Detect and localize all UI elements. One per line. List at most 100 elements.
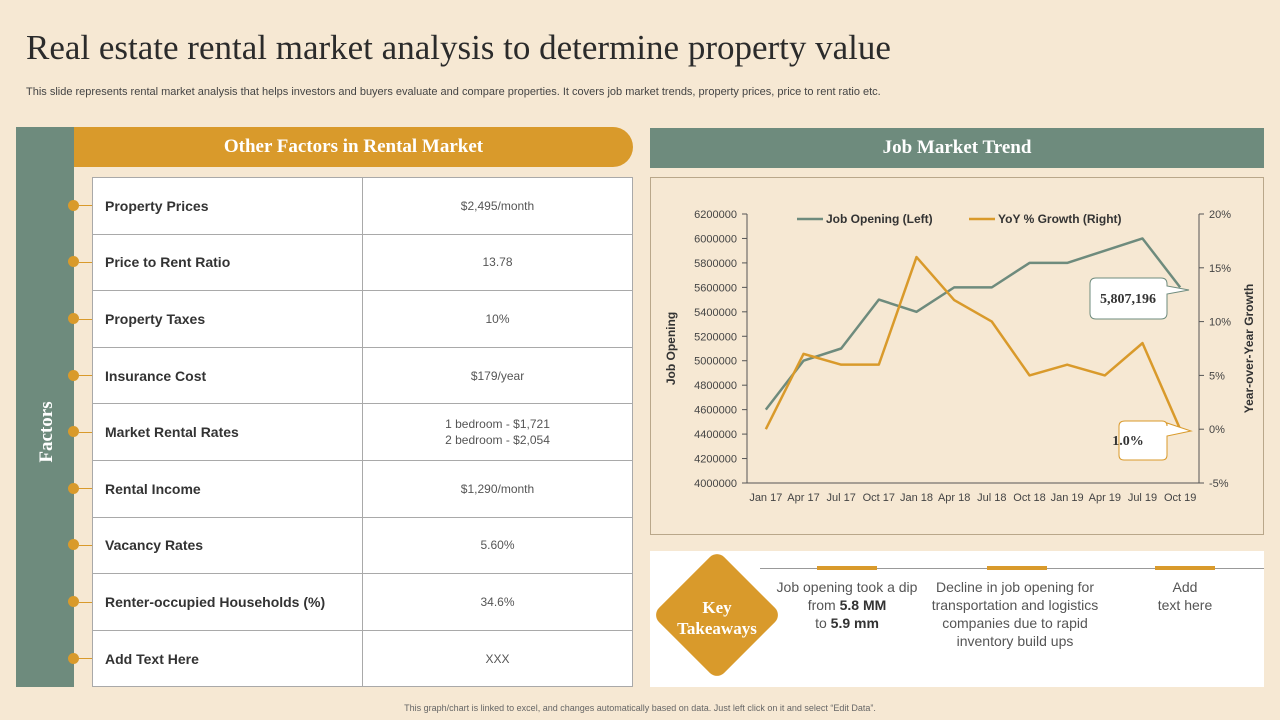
factor-name: Insurance Cost <box>92 346 363 405</box>
job-market-chart: 6200000 6000000 5800000 5600000 5400000 52000… <box>650 177 1264 535</box>
bullet-connector <box>79 601 92 603</box>
takeaway-item-2: Decline in job opening for transportatio… <box>931 579 1099 649</box>
x-tick-label: Jul 17 <box>826 492 855 504</box>
x-tick-label: Jan 18 <box>900 492 933 504</box>
factor-name: Price to Rent Ratio <box>92 233 363 292</box>
factor-name: Property Taxes <box>92 290 363 348</box>
x-tick-label: Jul 19 <box>1128 492 1157 504</box>
page-title: Real estate rental market analysis to de… <box>26 28 891 67</box>
y-tick-label: 4400000 <box>694 429 737 441</box>
y-tick-label: 4000000 <box>694 478 737 490</box>
takeaway-1-mid: to <box>815 615 831 631</box>
y-tick-label: 5600000 <box>694 282 737 294</box>
factors-label: Factors <box>36 401 57 463</box>
bullet-connector <box>79 488 92 490</box>
takeaway-marker <box>1155 566 1215 570</box>
table-row: Add Text Here XXX <box>92 629 633 688</box>
y-tick-label: 4200000 <box>694 454 737 466</box>
table-row: Insurance Cost $179/year <box>92 346 633 405</box>
table-row: Property Prices $2,495/month <box>92 177 633 235</box>
bullet-connector <box>79 261 92 263</box>
callout-job-opening-label: 5,807,196 <box>1100 292 1156 307</box>
series-line-2 <box>764 255 1182 430</box>
bullet-dot <box>68 426 79 438</box>
factor-value: $2,495/month <box>362 177 633 235</box>
x-tick-label: Apr 17 <box>787 492 819 504</box>
other-factors-header: Other Factors in Rental Market <box>74 127 633 167</box>
takeaway-1-value-a: 5.8 MM <box>839 597 887 613</box>
takeaway-marker <box>987 566 1047 570</box>
table-row: Rental Income $1,290/month <box>92 459 633 518</box>
key-takeaways-line1: Key <box>702 598 732 617</box>
y-tick-label: 5000000 <box>694 356 737 368</box>
x-tick-label: Oct 17 <box>863 492 895 504</box>
callout-growth <box>1118 420 1193 461</box>
y-tick-label: 5200000 <box>694 331 737 343</box>
bullet-connector <box>79 544 92 546</box>
x-tick-label: Apr 19 <box>1089 492 1121 504</box>
factor-value: 1 bedroom - $1,721 2 bedroom - $2,054 <box>362 403 633 461</box>
takeaway-item-1: Job opening took a dip from 5.8 MM to 5.… <box>762 578 932 632</box>
factor-value: $1,290/month <box>362 459 633 518</box>
y2-tick-label: 20% <box>1209 209 1231 221</box>
callout-growth-label: 1.0% <box>1112 434 1144 449</box>
bullet-connector <box>79 205 92 207</box>
x-tick-label: Jan 17 <box>749 492 782 504</box>
bullet-connector <box>79 318 92 320</box>
legend-label: YoY % Growth (Right) <box>998 212 1122 226</box>
x-tick-label: Jul 18 <box>977 492 1006 504</box>
bullet-dot <box>68 256 79 268</box>
table-row: Property Taxes 10% <box>92 290 633 348</box>
takeaway-1-text: Job opening took a dip from <box>776 579 918 613</box>
table-row: Renter-occupied Households (%) 34.6% <box>92 573 633 631</box>
factors-table: Property Prices $2,495/month Price to Rent… <box>92 177 633 688</box>
factor-name: Market Rental Rates <box>92 403 363 461</box>
factor-name: Rental Income <box>92 459 363 518</box>
takeaway-marker <box>817 566 877 570</box>
bullet-connector <box>79 658 92 660</box>
y-tick-label: 6200000 <box>694 209 737 221</box>
bullet-dot <box>68 652 79 664</box>
table-row: Market Rental Rates 1 bedroom - $1,721 2 … <box>92 403 633 461</box>
y-tick-label: 6000000 <box>694 233 737 245</box>
y-tick-label: 5400000 <box>694 307 737 319</box>
bullet-connector <box>79 431 92 433</box>
x-tick-label: Jan 19 <box>1051 492 1084 504</box>
factor-value: 5.60% <box>362 516 633 575</box>
factor-name: Renter-occupied Households (%) <box>92 573 363 631</box>
bullet-dot <box>68 482 79 494</box>
key-takeaways-line2: Takeaways <box>677 619 757 638</box>
key-takeaways-label: Key Takeaways <box>662 597 772 639</box>
line-chart-svg: 6200000 6000000 5800000 5600000 5400000 52000… <box>664 209 1256 504</box>
y2-tick-label: 10% <box>1209 317 1231 329</box>
factor-value: 10% <box>362 290 633 348</box>
y2-tick-label: -5% <box>1209 478 1229 490</box>
series-line-1 <box>764 237 1182 411</box>
bullet-dot <box>68 369 79 381</box>
x-tick-label: Apr 18 <box>938 492 970 504</box>
factor-value: 34.6% <box>362 573 633 631</box>
factors-side-bar <box>16 127 74 687</box>
y-tick-label: 4800000 <box>694 380 737 392</box>
job-market-header: Job Market Trend <box>650 128 1264 168</box>
callout-job-opening <box>1089 277 1190 320</box>
bullet-connector <box>79 375 92 377</box>
y2-tick-label: 0% <box>1209 424 1225 436</box>
y2-tick-label: 15% <box>1209 263 1231 275</box>
bullet-dot <box>68 199 79 211</box>
factor-name: Property Prices <box>92 177 363 235</box>
factor-name: Vacancy Rates <box>92 516 363 575</box>
y-axis-title: Job Opening <box>664 312 678 385</box>
x-tick-label: Oct 19 <box>1164 492 1196 504</box>
factor-value: 13.78 <box>362 233 633 292</box>
factor-value: $179/year <box>362 346 633 405</box>
bullet-dot <box>68 539 79 551</box>
y2-axis-title: Year-over-Year Growth <box>1242 284 1256 413</box>
factor-value: XXX <box>362 629 633 688</box>
page-subtitle: This slide represents rental market anal… <box>26 86 881 98</box>
factor-name: Add Text Here <box>92 629 363 688</box>
y-tick-label: 4600000 <box>694 405 737 417</box>
takeaway-1-value-b: 5.9 mm <box>830 615 879 631</box>
footer-note: This graph/chart is linked to excel, and… <box>404 703 876 713</box>
bullet-dot <box>68 596 79 607</box>
